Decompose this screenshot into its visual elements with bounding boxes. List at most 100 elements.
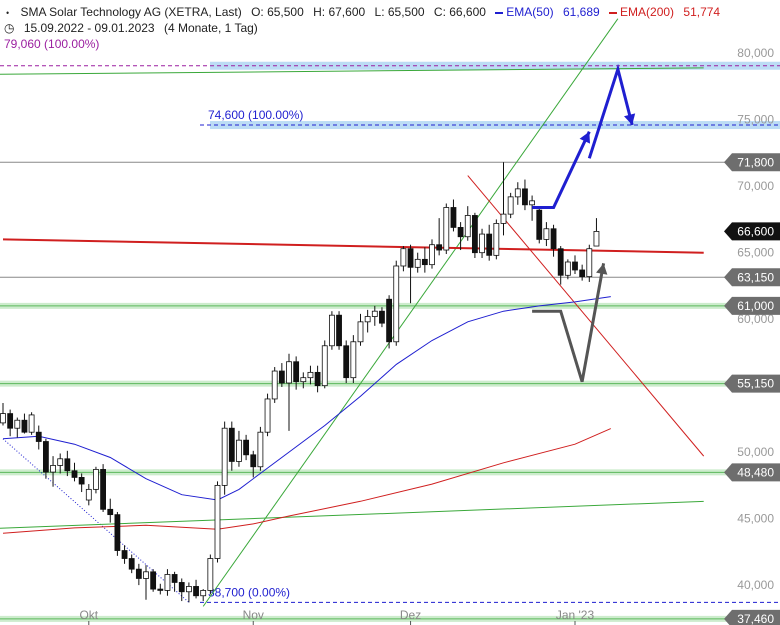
candle-body (57, 458, 64, 466)
candle-body (178, 582, 185, 593)
bullish-scenario-arrow-head (624, 113, 636, 126)
candle-body (150, 571, 157, 590)
period: (4 Monate, 1 Tag) (163, 21, 258, 35)
y-tick-label: 40,000 (737, 578, 774, 592)
price-tag (724, 374, 780, 393)
fib-level-label: 74,600 (100.00%) (208, 108, 303, 122)
candle-body (550, 228, 557, 250)
candle-body (572, 261, 578, 271)
candle-body (85, 488, 92, 501)
y-tick-label: 45,000 (737, 512, 774, 526)
candle-body (414, 258, 421, 268)
candle-body (171, 574, 178, 583)
candle-body (236, 439, 242, 462)
candle-body (564, 261, 571, 276)
candle-body (328, 314, 335, 347)
open-value: O: 65,500 (251, 5, 304, 19)
bullish-scenario-arrow-head (579, 131, 591, 144)
bullish-scenario-arrow (532, 131, 591, 209)
instrument-title: SMA Solar Technology AG (XETRA, Last) (20, 5, 242, 19)
price-tag-label: 66,600 (737, 224, 774, 238)
fib-top-label: 79,060 (100.00%) (4, 37, 100, 51)
candle-body (264, 398, 271, 433)
candle-body (536, 209, 543, 240)
price-tag-label: 55,150 (737, 377, 774, 391)
candle-body (529, 200, 535, 206)
candle-body (214, 484, 221, 559)
candle-body (293, 361, 300, 383)
y-tick-label: 60,000 (737, 312, 774, 326)
candle-body (379, 310, 385, 324)
trendline (0, 500, 704, 529)
x-tick-label: Dez (400, 608, 421, 622)
fib-diagonal-line (2, 438, 190, 603)
candle-body (343, 345, 350, 379)
price-tag (724, 609, 780, 625)
close-value: C: 66,600 (433, 5, 486, 19)
candle-body (100, 469, 106, 510)
clock-icon: ◷ (4, 21, 15, 35)
candle-body (43, 441, 49, 473)
ema50-value: 61,689 (562, 5, 600, 19)
ema-line (2, 428, 611, 534)
candle-body (278, 370, 285, 384)
candle-body (371, 310, 378, 317)
price-tag-label: 63,150 (737, 270, 774, 284)
candle-body (128, 558, 135, 570)
candle-body (500, 213, 507, 224)
y-tick-label: 80,000 (737, 46, 774, 60)
candle-body (429, 244, 435, 266)
candle-body (28, 414, 35, 433)
candle-body (71, 470, 78, 478)
ema200-value: 51,774 (683, 5, 721, 19)
candle-body (50, 465, 56, 473)
candle-body (35, 431, 42, 442)
candle-body (121, 550, 128, 559)
bearish-scenario-arrow (532, 263, 606, 383)
resistance-zone (210, 61, 780, 70)
candle-body (157, 588, 164, 591)
candle-body (471, 215, 478, 254)
candle-body (250, 454, 257, 468)
candle-body (593, 231, 600, 247)
bullish-scenario-arrow (587, 63, 634, 159)
price-tag-label: 37,460 (737, 612, 774, 625)
price-tag (724, 463, 780, 482)
ema50-label: EMA(50) (506, 5, 554, 19)
candle-body (7, 413, 14, 429)
candle-body (557, 248, 564, 276)
candle-body (93, 469, 99, 490)
candle-body (257, 431, 264, 468)
candle-body (64, 458, 71, 472)
candle-body (336, 314, 342, 347)
candle-body (386, 298, 393, 343)
chart-type-icon: ᭼ (4, 7, 12, 19)
candle-body (271, 370, 278, 400)
candle-body (14, 419, 21, 429)
candle-body (221, 427, 228, 486)
candle-body (436, 244, 443, 251)
candle-body (464, 215, 471, 238)
price-tag-label: 48,480 (737, 465, 774, 479)
candle-body (579, 269, 586, 278)
candle-body (493, 223, 500, 256)
fib-level-label: 38,700 (0.00%) (208, 585, 290, 599)
candle-body (586, 248, 593, 278)
candle-body (243, 439, 250, 456)
candle-body (185, 586, 192, 593)
candle-body (78, 477, 85, 485)
ema50-swatch (495, 11, 504, 14)
candle-body (457, 227, 464, 238)
price-tag (724, 222, 780, 241)
y-tick-label: 75,000 (737, 113, 774, 127)
candle-body (543, 228, 550, 240)
candle-body (200, 590, 207, 597)
y-tick-label: 65,000 (737, 246, 774, 260)
ema-line (2, 296, 611, 501)
y-tick-label: 70,000 (737, 179, 774, 193)
price-tag (724, 268, 780, 287)
candle-body (164, 574, 171, 591)
candle-body (507, 196, 514, 215)
candle-body (286, 361, 292, 384)
